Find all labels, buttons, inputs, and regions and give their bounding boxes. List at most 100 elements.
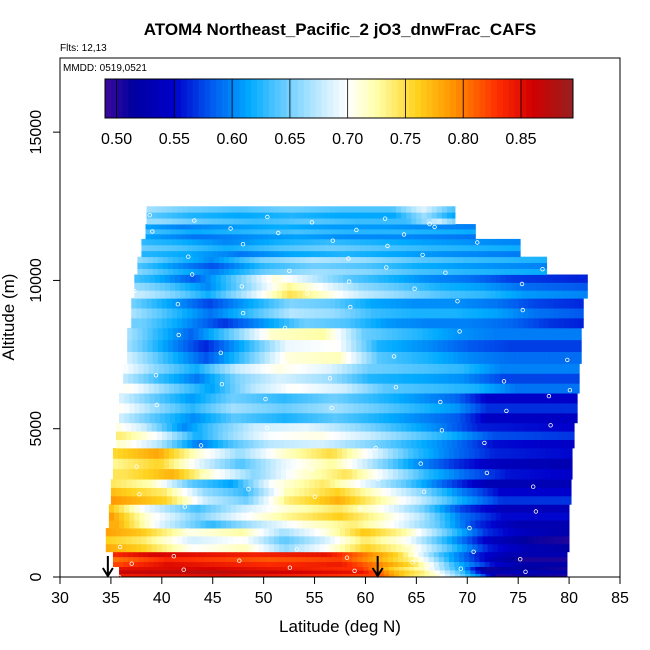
heatmap-cell [540,447,547,459]
heatmap-cell [268,535,275,545]
heatmap-cell [136,543,142,553]
heatmap-cell [370,206,377,213]
heatmap-cell [268,479,275,488]
heatmap-cell [530,468,536,480]
colorbar-segment [105,79,112,118]
heatmap-cell [362,561,368,568]
heatmap-cell [478,256,484,264]
heatmap-cell [134,412,140,424]
heatmap-cell [560,458,567,470]
heatmap-cell [427,268,434,275]
heatmap-cell [526,403,532,414]
observation-point [137,492,142,497]
heatmap-cell [293,233,299,240]
heatmap-cell [558,528,565,537]
heatmap-cell [152,268,159,275]
heatmap-cell [345,495,351,505]
heatmap-cell [192,535,198,545]
heatmap-cell [498,256,505,264]
heatmap-cell [449,504,456,513]
observation-point [175,302,181,307]
heatmap-cell [179,447,185,459]
heatmap-cell [370,535,377,545]
heatmap-cell [566,468,572,480]
heatmap-cell [299,317,305,329]
observation-point [533,509,539,514]
heatmap-cell [368,290,374,299]
colorbar-segment [549,79,556,118]
heatmap-cell [185,282,191,291]
heatmap-cell [566,363,572,374]
heatmap-cell [347,561,353,568]
heatmap-cell [129,570,135,574]
heatmap-cell [240,561,246,568]
heatmap-cell [352,447,358,459]
heatmap-cell [478,339,484,352]
heatmap-cell [345,431,351,440]
heatmap-cell [133,556,139,563]
heatmap-cell [383,520,390,529]
observation-point [218,350,223,355]
heatmap-cell [383,274,390,283]
heatmap-cell [343,512,349,521]
heatmap-cell [424,504,430,513]
heatmap-cell [556,566,563,571]
heatmap-cell [284,439,290,449]
heatmap-cell [492,422,499,432]
heatmap-cell [241,412,247,424]
heatmap-cell [251,282,257,291]
heatmap-cell [368,520,374,529]
heatmap-cell [119,512,125,521]
heatmap-cell [268,218,275,225]
heatmap-cell [231,570,237,574]
heatmap-cell [477,479,483,488]
heatmap-cell [355,543,361,553]
heatmap-cell [402,256,408,264]
y-tick-label: 0 [28,572,45,581]
colorbar-segment [415,79,422,118]
heatmap-cell [184,447,190,459]
heatmap-cell [324,431,331,440]
heatmap-cell [166,479,173,488]
heatmap-cell [457,439,463,449]
heatmap-cell [561,570,568,574]
heatmap-cell [230,363,236,374]
heatmap-cell [427,339,434,352]
heatmap-cell [503,268,510,275]
heatmap-cell [281,573,288,578]
heatmap-cell [479,556,485,563]
heatmap-cell [197,479,203,488]
heatmap-cell [234,262,240,269]
heatmap-cell [475,393,481,404]
heatmap-cell [376,339,383,352]
heatmap-cell [492,487,499,497]
heatmap-cell [418,551,424,558]
heatmap-cell [329,218,336,225]
heatmap-cell [307,573,313,578]
heatmap-cell [401,218,407,225]
heatmap-cell [116,439,122,449]
heatmap-cell [406,495,412,505]
heatmap-cell [298,233,304,240]
heatmap-cell [293,229,299,235]
heatmap-cell [202,487,209,497]
heatmap-cell [195,412,201,424]
heatmap-cell [269,351,276,364]
heatmap-cell [360,535,366,545]
heatmap-cell [484,373,491,384]
heatmap-cell [302,520,308,529]
heatmap-cell [288,224,294,230]
heatmap-cell [161,535,168,545]
heatmap-cell [488,351,495,364]
heatmap-cell [275,373,282,384]
heatmap-cell [187,495,193,505]
heatmap-cell [156,238,163,246]
heatmap-cell [561,566,568,571]
heatmap-cell [156,298,163,309]
heatmap-cell [131,535,137,545]
heatmap-cell [336,363,343,374]
heatmap-cell [134,274,140,283]
heatmap-cell [441,422,448,432]
heatmap-cell [416,431,422,440]
heatmap-cell [391,262,398,269]
